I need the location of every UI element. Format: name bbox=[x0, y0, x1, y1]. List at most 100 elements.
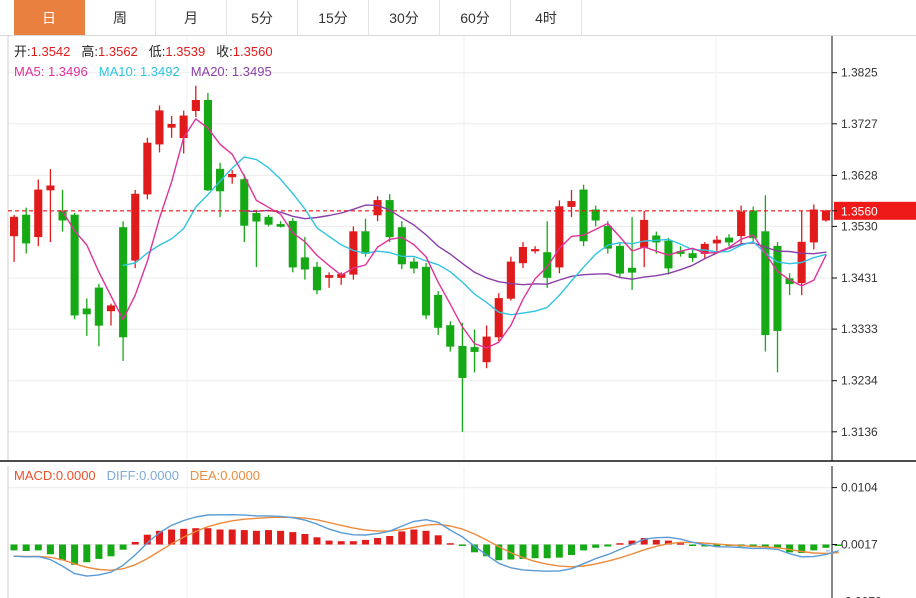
candle-body[interactable] bbox=[131, 193, 140, 261]
candle-body[interactable] bbox=[252, 213, 261, 222]
candle-body[interactable] bbox=[191, 100, 200, 112]
ma20-value: 1.3495 bbox=[231, 64, 272, 79]
candle-body[interactable] bbox=[94, 287, 103, 326]
macd-histogram-bar bbox=[519, 544, 527, 559]
price-macd-chart[interactable]: 1.3825 1.3727 1.3628 1.3530 1.3431 1.3333 1.32… bbox=[0, 36, 916, 598]
candle-body[interactable] bbox=[216, 168, 225, 192]
period-tab-bar: 日 周 月 5分 15分 30分 60分 4时 bbox=[0, 0, 916, 36]
macd-histogram-bar bbox=[143, 534, 151, 545]
candle-body[interactable] bbox=[421, 266, 431, 316]
candle-body[interactable] bbox=[240, 179, 249, 226]
candle-body[interactable] bbox=[203, 100, 212, 191]
candle-body[interactable] bbox=[627, 267, 637, 273]
candle-body[interactable] bbox=[397, 227, 406, 265]
candle-body[interactable] bbox=[506, 261, 515, 299]
period-tab-1[interactable]: 周 bbox=[85, 0, 156, 35]
period-tab-7[interactable]: 4时 bbox=[511, 0, 582, 35]
ma20-legend: MA20: 1.3495 bbox=[191, 64, 272, 79]
macd-histogram-bar bbox=[543, 544, 551, 559]
candle-body[interactable] bbox=[373, 200, 382, 216]
macd-histogram-bar bbox=[810, 544, 818, 551]
candle-body[interactable] bbox=[143, 142, 152, 195]
macd-histogram-bar bbox=[822, 544, 830, 548]
period-tab-6[interactable]: 60分 bbox=[440, 0, 511, 35]
candle-body[interactable] bbox=[724, 237, 734, 243]
candle-body[interactable] bbox=[518, 247, 528, 264]
candle-body[interactable] bbox=[470, 347, 479, 352]
macd-histogram-bar bbox=[362, 539, 369, 545]
candle-body[interactable] bbox=[300, 257, 309, 270]
candle-body[interactable] bbox=[446, 325, 455, 347]
candle-body[interactable] bbox=[312, 266, 322, 291]
candle-body[interactable] bbox=[652, 235, 661, 243]
macd-histogram-bar bbox=[277, 530, 285, 545]
high-value: 1.3562 bbox=[98, 44, 138, 59]
period-tab-label: 月 bbox=[184, 9, 198, 26]
candle-body[interactable] bbox=[737, 211, 746, 237]
candle-body[interactable] bbox=[119, 227, 128, 338]
dea-legend: DEA:0.0000 bbox=[190, 468, 260, 483]
candle-body[interactable] bbox=[749, 210, 758, 239]
candle-body[interactable] bbox=[409, 261, 419, 269]
period-tab-0[interactable]: 日 bbox=[14, 0, 85, 35]
period-tab-label: 周 bbox=[113, 9, 127, 26]
candle-body[interactable] bbox=[458, 345, 467, 378]
candle-body[interactable] bbox=[264, 216, 273, 225]
ma10-legend: MA10: 1.3492 bbox=[99, 64, 180, 79]
candle-body[interactable] bbox=[712, 239, 721, 244]
candle-body[interactable] bbox=[761, 231, 770, 336]
macd-histogram-bar bbox=[374, 538, 382, 545]
current-price-badge bbox=[834, 201, 916, 220]
chart-canvas-wrapper: 1.3825 1.3727 1.3628 1.3530 1.3431 1.3333 1.32… bbox=[0, 36, 916, 598]
candle-body[interactable] bbox=[276, 224, 285, 227]
period-tab-4[interactable]: 15分 bbox=[298, 0, 369, 35]
candle-body[interactable] bbox=[579, 189, 588, 242]
macd-histogram-bar bbox=[410, 529, 418, 545]
period-tab-3[interactable]: 5分 bbox=[227, 0, 298, 35]
macd-tick-label: 0.0104 bbox=[841, 481, 878, 495]
candle-body[interactable] bbox=[34, 189, 43, 238]
macd-histogram-bar bbox=[495, 544, 503, 561]
period-tab-label: 4时 bbox=[535, 9, 557, 26]
candle-body[interactable] bbox=[106, 305, 115, 312]
candle-body[interactable] bbox=[494, 298, 503, 338]
candle-body[interactable] bbox=[325, 275, 334, 278]
close-label: 收: bbox=[216, 44, 233, 59]
candle-body[interactable] bbox=[482, 336, 491, 363]
low-value: 1.3539 bbox=[165, 44, 206, 59]
candle-body[interactable] bbox=[349, 231, 358, 275]
candle-body[interactable] bbox=[688, 253, 697, 258]
candle-body[interactable] bbox=[603, 226, 612, 249]
candle-body[interactable] bbox=[46, 185, 55, 191]
macd-histogram-bar bbox=[471, 544, 478, 553]
macd-histogram-bar bbox=[83, 544, 91, 563]
candle-body[interactable] bbox=[615, 245, 625, 274]
candle-body[interactable] bbox=[228, 174, 237, 178]
candle-body[interactable] bbox=[82, 308, 91, 315]
macd-histogram-bar bbox=[568, 544, 575, 555]
price-tick-label: 1.3825 bbox=[841, 66, 878, 80]
candle-body[interactable] bbox=[567, 201, 576, 207]
candle-body[interactable] bbox=[531, 249, 540, 252]
period-tab-label: 5分 bbox=[251, 9, 273, 26]
candle-body[interactable] bbox=[288, 220, 297, 268]
candle-body[interactable] bbox=[640, 219, 649, 248]
candle-body[interactable] bbox=[10, 216, 19, 237]
candle-body[interactable] bbox=[434, 294, 443, 328]
candle-body[interactable] bbox=[385, 200, 394, 238]
candle-body[interactable] bbox=[821, 210, 831, 221]
candle-body[interactable] bbox=[773, 245, 782, 331]
macd-histogram-bar bbox=[689, 544, 697, 546]
candle-body[interactable] bbox=[591, 209, 600, 221]
macd-histogram-bar bbox=[252, 530, 260, 545]
candle-body[interactable] bbox=[167, 124, 176, 128]
candle-body[interactable] bbox=[809, 209, 818, 243]
candle-body[interactable] bbox=[22, 214, 31, 244]
candle-body[interactable] bbox=[543, 252, 552, 278]
candle-body[interactable] bbox=[361, 231, 370, 254]
candle-body[interactable] bbox=[155, 110, 164, 145]
candle-body[interactable] bbox=[70, 214, 79, 316]
period-tab-5[interactable]: 30分 bbox=[369, 0, 440, 35]
candle-body[interactable] bbox=[555, 206, 564, 268]
period-tab-2[interactable]: 月 bbox=[156, 0, 227, 35]
